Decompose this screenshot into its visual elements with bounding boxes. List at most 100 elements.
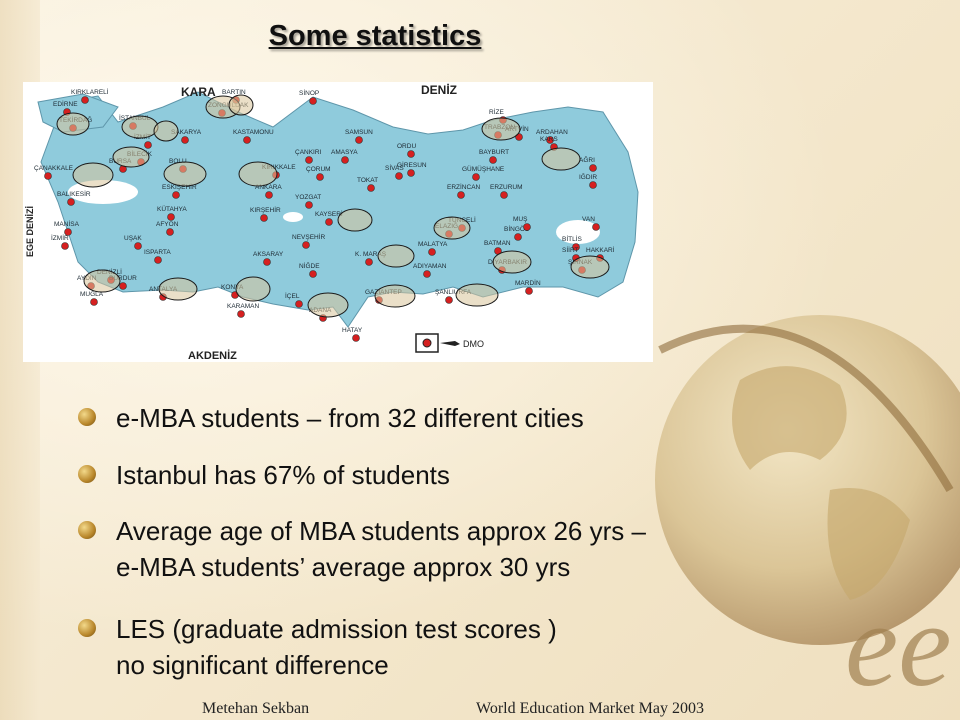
city-label: MALATYA (418, 241, 448, 248)
city-label: YOZGAT (295, 194, 321, 201)
city-label: AĞRI (579, 155, 595, 164)
highlighted-city-oval (377, 244, 415, 268)
city-marker (295, 300, 303, 308)
city-label: KIRŞEHİR (250, 205, 281, 214)
sea-label-ege: EGE DENİZİ (25, 206, 35, 257)
globe-continent (827, 488, 910, 600)
bullet-text: e-MBA students – from 32 different citie… (116, 403, 584, 433)
city-marker (316, 173, 324, 181)
highlighted-city-oval (337, 208, 373, 232)
city-marker (265, 191, 273, 199)
city-marker (546, 136, 554, 144)
highlighted-city-oval (433, 216, 471, 240)
city-marker (309, 97, 317, 105)
city-marker (309, 270, 317, 278)
salt-lake (283, 212, 303, 222)
city-marker (445, 296, 453, 304)
city-label: KARAMAN (227, 303, 259, 310)
highlighted-city-oval (570, 255, 610, 279)
highlighted-city-oval (163, 161, 207, 187)
city-marker (302, 241, 310, 249)
slide-title: Some statistics (268, 20, 482, 52)
city-marker (154, 256, 162, 264)
highlighted-city-oval (455, 283, 499, 307)
city-label: ANKARA (255, 184, 282, 191)
city-label: GİRESUN (397, 160, 427, 169)
city-marker (423, 270, 431, 278)
bullet-icon (78, 465, 96, 483)
highlighted-city-oval (56, 112, 90, 136)
city-label: ÇANAKKALE (34, 165, 74, 172)
city-label: ISPARTA (144, 249, 171, 256)
city-label: SİİRT (562, 245, 579, 254)
city-marker (525, 287, 533, 295)
city-label: BATMAN (484, 240, 511, 247)
highlighted-city-oval (541, 147, 581, 171)
city-label: BURDUR (109, 275, 137, 282)
city-marker (167, 213, 175, 221)
city-label: BİTLİS (562, 234, 583, 243)
legend-label: DMO (463, 339, 484, 349)
city-label: KARS (540, 136, 558, 143)
city-label: SİVAS (385, 163, 404, 172)
city-label: BİNGÖL (504, 224, 529, 233)
city-marker (119, 282, 127, 290)
footer-event: World Education Market May 2003 (476, 700, 704, 717)
city-marker (572, 243, 580, 251)
city-label: KIRIKKALE (262, 164, 296, 171)
city-marker (523, 223, 531, 231)
city-marker (489, 156, 497, 164)
highlighted-city-oval (112, 146, 150, 168)
city-label: İZMİR (51, 233, 69, 242)
globe-continent (732, 366, 847, 470)
city-marker (64, 228, 72, 236)
city-label: AKSARAY (253, 251, 284, 258)
city-marker (243, 136, 251, 144)
city-label: KONYA (221, 284, 244, 291)
city-label: AMASYA (331, 149, 358, 156)
city-marker (166, 228, 174, 236)
city-label: ERZİNCAN (447, 182, 481, 191)
bullet-icon (78, 619, 96, 637)
city-label: BAYBURT (479, 149, 509, 156)
city-marker (407, 150, 415, 158)
city-label: ERZURUM (490, 184, 523, 191)
legend-arrow (440, 341, 460, 346)
city-label: SAMSUN (345, 129, 373, 136)
city-marker (341, 156, 349, 164)
city-label: UŞAK (124, 235, 142, 242)
city-marker (592, 223, 600, 231)
city-label: MUŞ (513, 216, 528, 223)
city-marker (305, 201, 313, 209)
city-label: RİZE (489, 107, 504, 116)
city-marker (367, 184, 375, 192)
city-marker (589, 164, 597, 172)
city-label: SİNOP (299, 88, 319, 97)
ee-logo: ee (845, 578, 952, 711)
city-label: IĞDIR (579, 172, 597, 181)
city-marker (472, 173, 480, 181)
city-label: BARTIN (222, 89, 246, 96)
city-marker (81, 96, 89, 104)
city-marker (514, 233, 522, 241)
city-marker (589, 181, 597, 189)
legend-dot (422, 338, 432, 348)
city-label: KAYSERİ (315, 209, 343, 218)
bullet-text: Average age of MBA students approx 26 yr… (116, 516, 646, 546)
city-marker (237, 310, 245, 318)
highlighted-city-oval (307, 292, 349, 318)
highlighted-city-oval (83, 269, 121, 293)
city-label: ORDU (397, 143, 416, 150)
turkey-map: KARA DENİZ AKDENİZ EGE DENİZİ KIRKLARELİ… (23, 82, 653, 362)
highlight-layer (56, 94, 610, 318)
sea-label-deniz: DENİZ (421, 82, 457, 97)
city-label: ÇORUM (306, 166, 331, 173)
city-label: GÜMÜŞHANE (462, 165, 505, 173)
city-label: NEVŞEHİR (292, 232, 326, 241)
city-marker (500, 191, 508, 199)
city-label: ADIYAMAN (413, 263, 447, 270)
highlighted-city-oval (481, 117, 521, 141)
city-marker (44, 172, 52, 180)
lake-van (556, 220, 600, 244)
globe-illustration: ee (655, 315, 960, 711)
